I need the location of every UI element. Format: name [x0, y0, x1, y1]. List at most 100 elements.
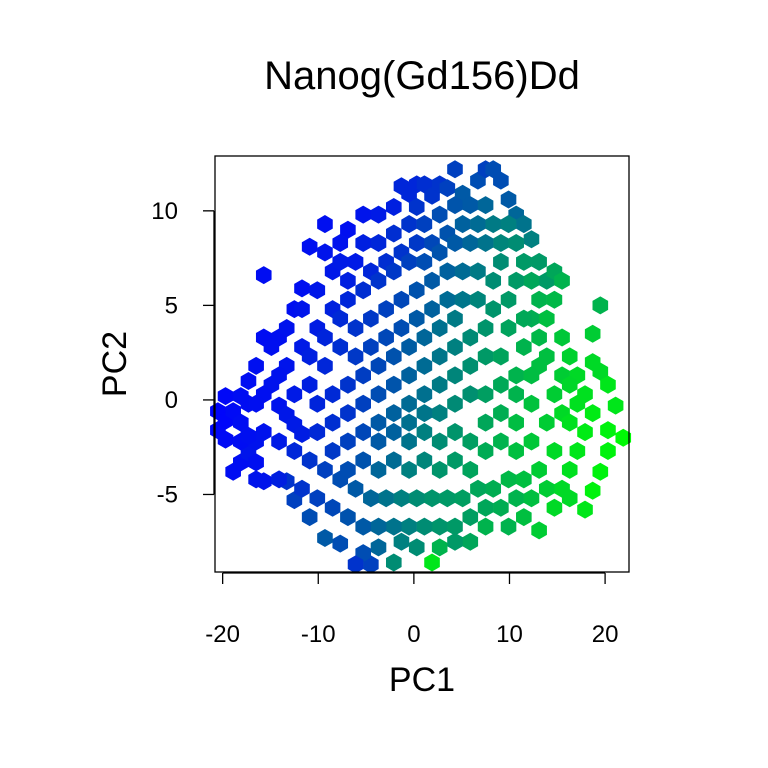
hex-cell — [317, 460, 333, 479]
hex-cell — [355, 394, 371, 413]
hex-cell — [286, 441, 303, 460]
hex-cell — [309, 394, 326, 413]
hex-cell — [554, 271, 570, 290]
hex-cell — [516, 470, 532, 489]
hex-cell — [538, 413, 555, 432]
hex-cell — [485, 300, 502, 319]
hex-cell — [324, 441, 341, 460]
hex-cell — [600, 421, 616, 440]
hex-cell — [431, 205, 448, 224]
hex-cell — [538, 309, 555, 328]
hex-cell — [531, 328, 547, 347]
hex-cell — [439, 290, 456, 309]
hex-cell — [286, 385, 303, 404]
hex-cell — [500, 470, 517, 489]
hex-cell — [370, 233, 387, 252]
hex-cell — [462, 233, 479, 252]
hex-cell — [462, 460, 479, 479]
hex-cell — [240, 372, 257, 391]
hex-cell — [485, 215, 502, 234]
hex-cell — [401, 252, 417, 271]
hex-cell — [454, 489, 471, 508]
hex-cell — [385, 262, 402, 281]
chart-title: Nanog(Gd156)Dd — [264, 54, 580, 98]
hex-cell — [577, 500, 593, 519]
hex-cell — [393, 489, 410, 508]
hex-cell — [477, 517, 494, 536]
hex-cell — [477, 233, 494, 252]
hex-cell — [431, 319, 448, 338]
hex-cell — [317, 328, 333, 347]
hex-cell — [493, 432, 509, 451]
hex-cell — [370, 517, 387, 536]
hex-cell — [561, 413, 578, 432]
hex-cell — [355, 366, 371, 385]
hex-cell — [271, 432, 287, 451]
hex-cell — [592, 296, 609, 315]
hex-cell — [340, 290, 356, 309]
hex-cell — [347, 319, 364, 338]
hex-cell — [363, 309, 379, 328]
hex-cell — [462, 196, 479, 215]
hex-cell — [462, 432, 479, 451]
hex-cell — [477, 319, 494, 338]
hex-cell — [363, 489, 379, 508]
hex-cell — [516, 309, 532, 328]
hex-cell — [301, 347, 318, 366]
hex-cell — [477, 347, 494, 366]
hex-cell — [447, 233, 463, 252]
hex-cell — [294, 279, 310, 298]
hex-cell — [523, 271, 540, 290]
hex-cell — [332, 309, 349, 328]
hex-cell — [370, 356, 387, 375]
hex-cell — [592, 462, 609, 481]
hex-cell — [454, 290, 471, 309]
hex-cell — [416, 328, 433, 347]
hex-cell — [477, 385, 494, 404]
hex-cell — [493, 498, 509, 517]
hex-cell — [301, 508, 318, 527]
x-tick-label: 0 — [407, 621, 420, 648]
hex-cell — [523, 489, 540, 508]
hex-cell — [393, 290, 410, 309]
hex-cell — [531, 521, 547, 540]
y-axis: -5 0 5 10 — [151, 198, 215, 508]
hex-cell — [370, 271, 387, 290]
hex-cell — [508, 489, 524, 508]
hex-cell — [470, 215, 486, 234]
hex-cell — [324, 413, 341, 432]
hex-cell — [317, 215, 333, 234]
hex-cell — [470, 479, 486, 498]
hex-cell — [500, 190, 517, 209]
hex-cell — [317, 243, 333, 262]
hex-cell — [447, 394, 463, 413]
hex-cell — [355, 233, 371, 252]
hex-cell — [516, 508, 532, 527]
hex-cell — [271, 470, 287, 489]
hex-cell — [385, 224, 402, 243]
hex-cell — [531, 290, 547, 309]
hex-cell — [431, 517, 448, 536]
hex-cell — [393, 319, 410, 338]
hex-cell — [485, 271, 502, 290]
hex-cell — [462, 328, 479, 347]
x-tick-label: -20 — [205, 621, 240, 648]
hex-cell — [332, 337, 349, 356]
hex-cell — [278, 319, 295, 338]
hex-cell — [584, 404, 601, 423]
hex-cell — [447, 366, 463, 385]
hex-cell — [447, 517, 463, 536]
hex-cell — [217, 387, 234, 406]
y-tick-label: 10 — [151, 198, 178, 225]
y-tick-label: -5 — [157, 481, 178, 508]
hex-cell — [294, 479, 310, 498]
hex-cell — [385, 517, 402, 536]
hex-cell — [301, 451, 318, 470]
hex-cell — [370, 413, 387, 432]
hex-cell — [309, 423, 326, 442]
hex-cell — [347, 555, 364, 574]
hex-cell — [454, 215, 471, 234]
hex-cell — [569, 441, 586, 460]
hex-cell — [500, 319, 517, 338]
hex-cell — [240, 426, 257, 445]
